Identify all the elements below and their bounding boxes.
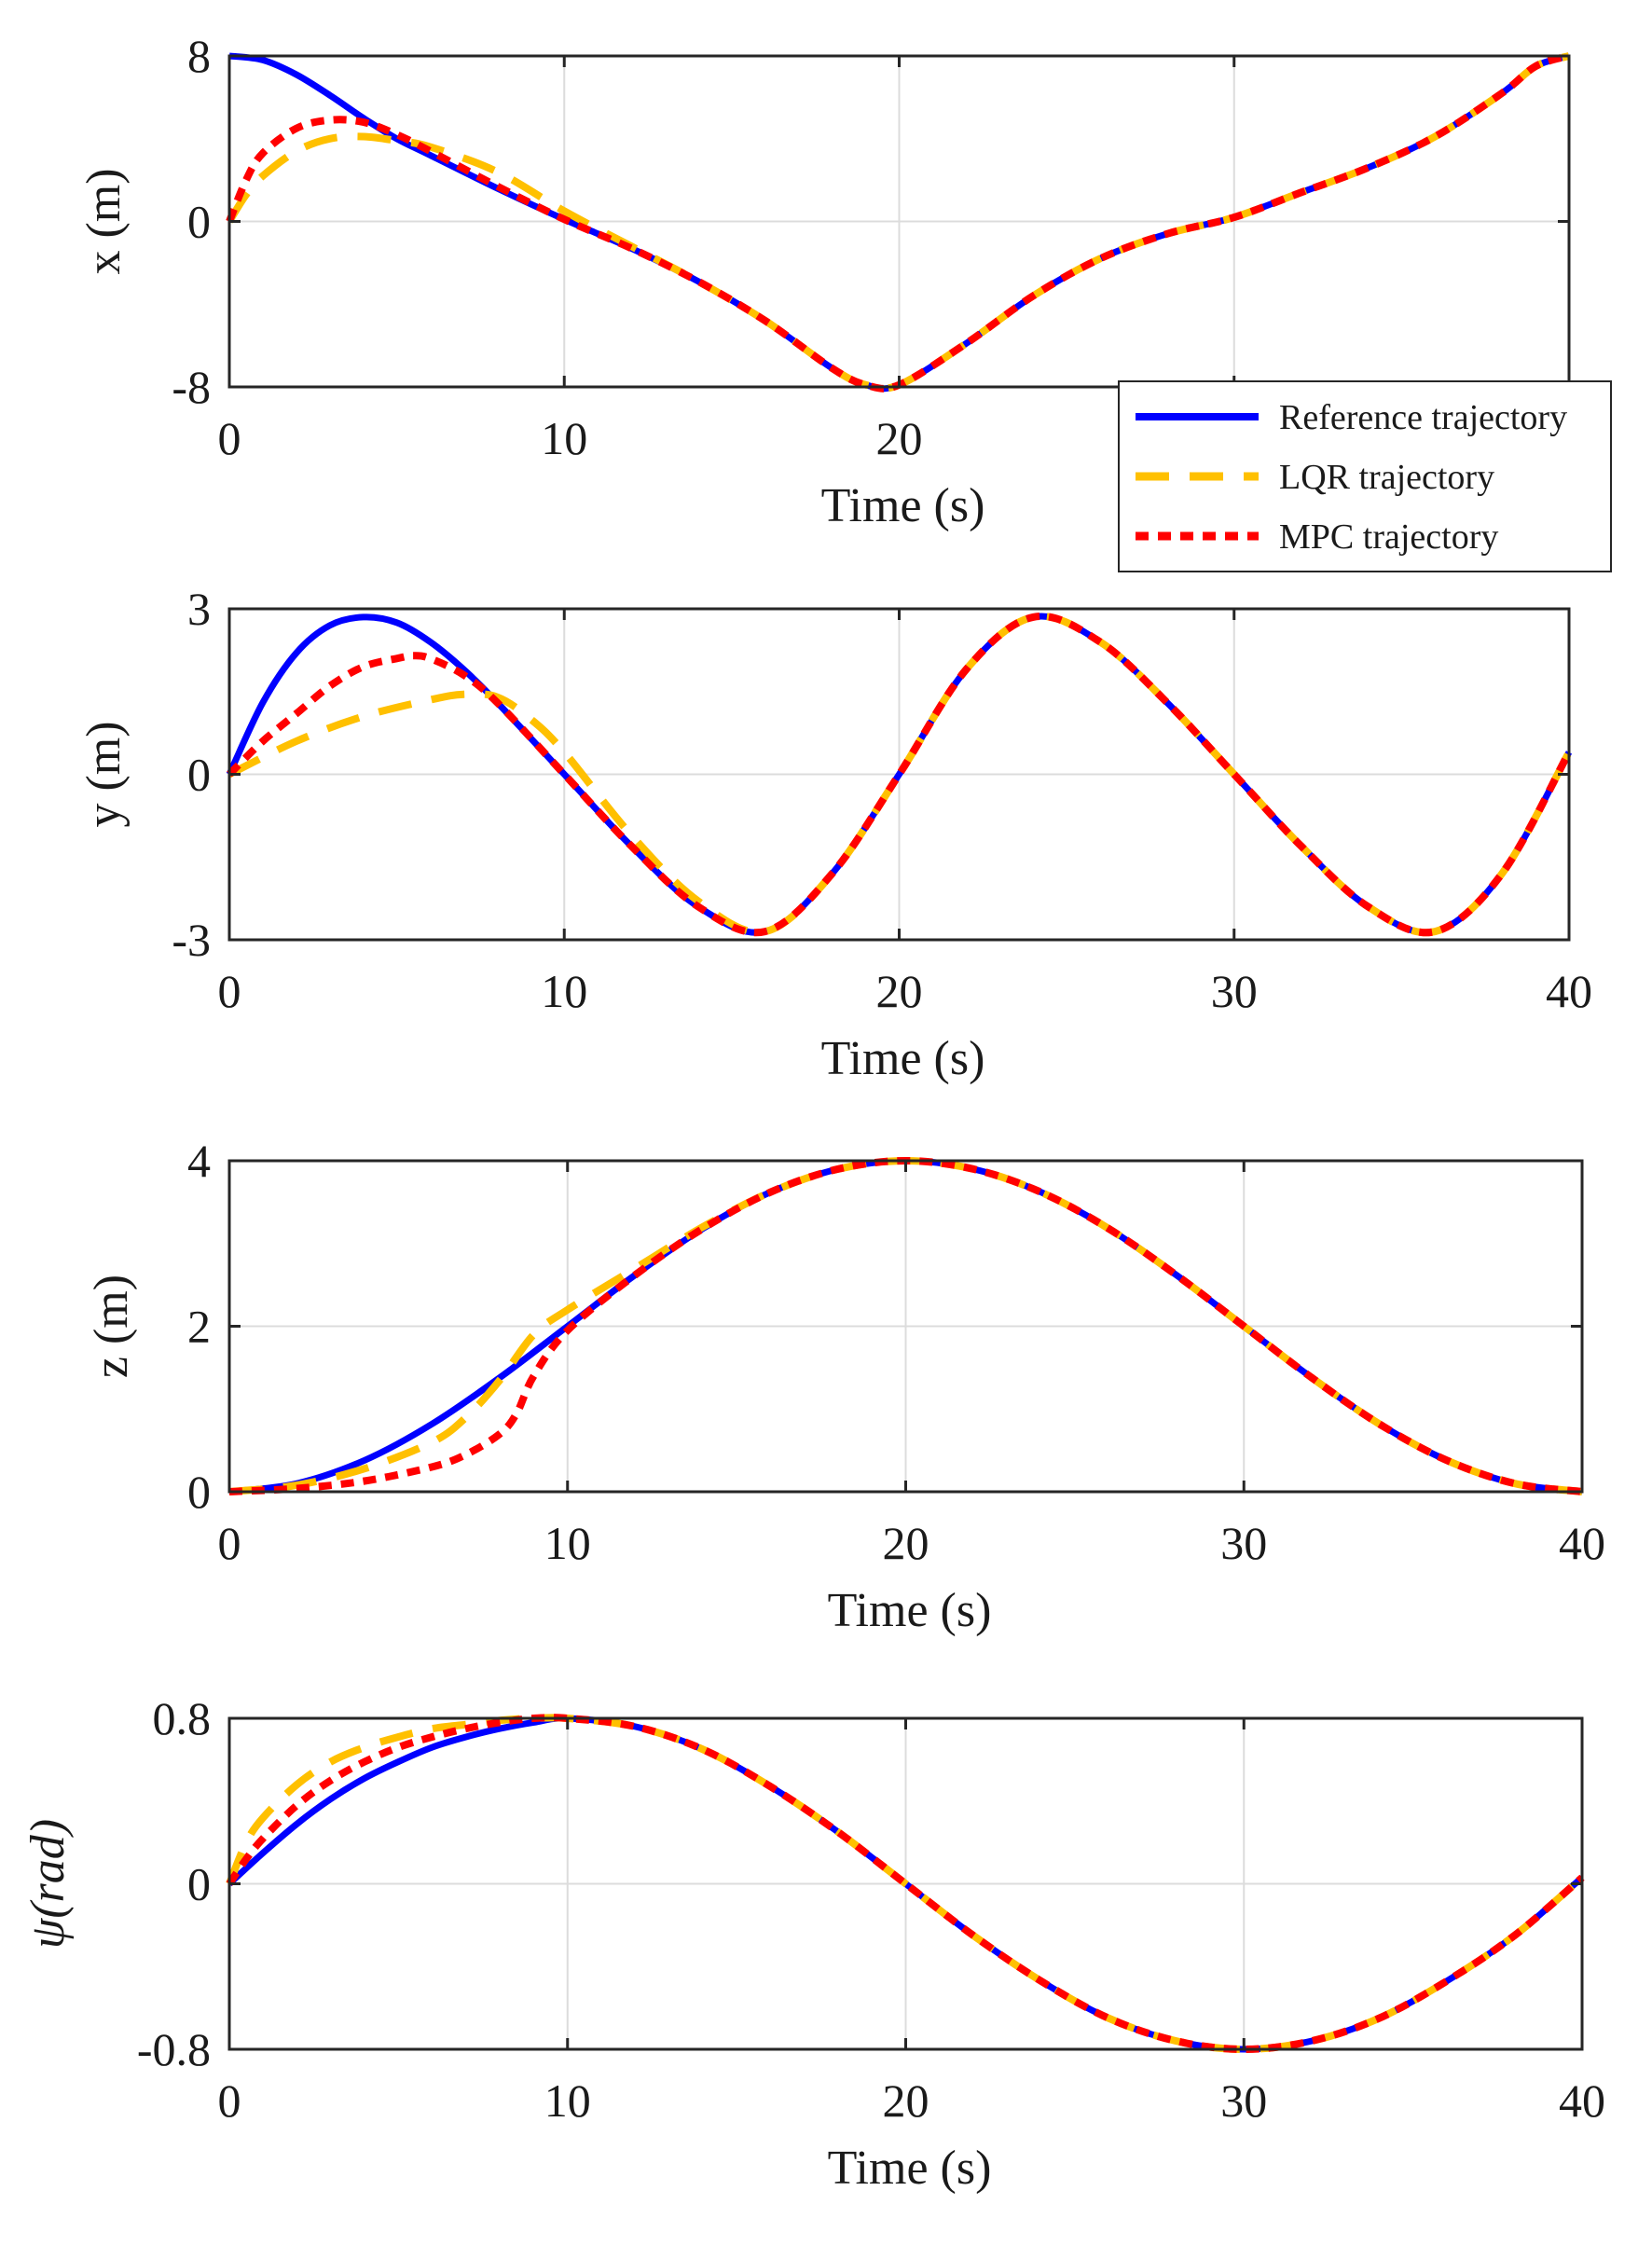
y-tick-label: -0.8 [137,2023,211,2075]
x-tick-label: 30 [1220,1517,1267,1569]
y-tick-label: 0 [187,1466,211,1518]
x-tick-label: 0 [218,1517,241,1569]
x-tick-label: 40 [1559,2074,1605,2127]
y-tick-label: 3 [187,583,211,635]
x-tick-label: 20 [883,2074,929,2127]
x-tick-label: 10 [541,412,587,464]
x-tick-label: 0 [218,2074,241,2127]
y-axis-label: z (m) [85,1275,138,1378]
legend-label: Reference trajectory [1279,398,1567,437]
series-group [226,613,1573,937]
x-tick-label: 40 [1546,965,1592,1017]
y-tick-label: 8 [187,30,211,82]
x-tick-label: 20 [883,1517,929,1569]
x-tick-label: 0 [218,965,241,1017]
y-tick-label: -8 [172,361,211,413]
x-tick-label: 10 [541,965,587,1017]
legend: Reference trajectory LQR trajectory MPC tr… [1118,380,1612,572]
legend-label: MPC trajectory [1279,517,1498,557]
x-tick-label: 30 [1220,2074,1267,2127]
x-tick-label: 40 [1559,1517,1605,1569]
y-tick-label: 2 [187,1301,211,1353]
x-tick-label: 0 [218,412,241,464]
y-axis-label: x (m) [77,168,131,274]
subplot-z: 0 10 20 30 40 0 2 4 Time (s) z (m) [85,1135,1605,1637]
y-tick-label: 4 [187,1135,211,1187]
series-group [226,52,1571,393]
series-group [226,1714,1585,2053]
y-tick-label: -3 [172,914,211,966]
series-line-lqr-trajectory [226,1714,1585,2053]
series-line-mpc-trajectory [227,613,1573,937]
x-tick-label: 10 [544,2074,591,2127]
y-tick-label: 0 [187,196,211,248]
x-axis-label: Time (s) [821,1032,985,1085]
x-tick-label: 20 [876,412,923,464]
legend-label: LQR trajectory [1279,458,1494,497]
y-tick-label: 0.8 [153,1692,212,1744]
y-axis-label: ψ(rad) [21,1819,75,1949]
y-tick-label: 0 [187,749,211,801]
x-axis-label: Time (s) [828,2142,992,2195]
x-axis-label: Time (s) [821,479,985,532]
y-axis-label: y (m) [77,721,131,827]
y-tick-label: 0 [187,1858,211,1910]
x-tick-label: 20 [876,965,923,1017]
x-axis-label: Time (s) [828,1584,992,1637]
series-line-mpc-trajectory [228,1157,1583,1495]
series-line-mpc-trajectory [226,52,1571,393]
x-tick-label: 10 [544,1517,591,1569]
x-tick-label: 30 [1211,965,1258,1017]
